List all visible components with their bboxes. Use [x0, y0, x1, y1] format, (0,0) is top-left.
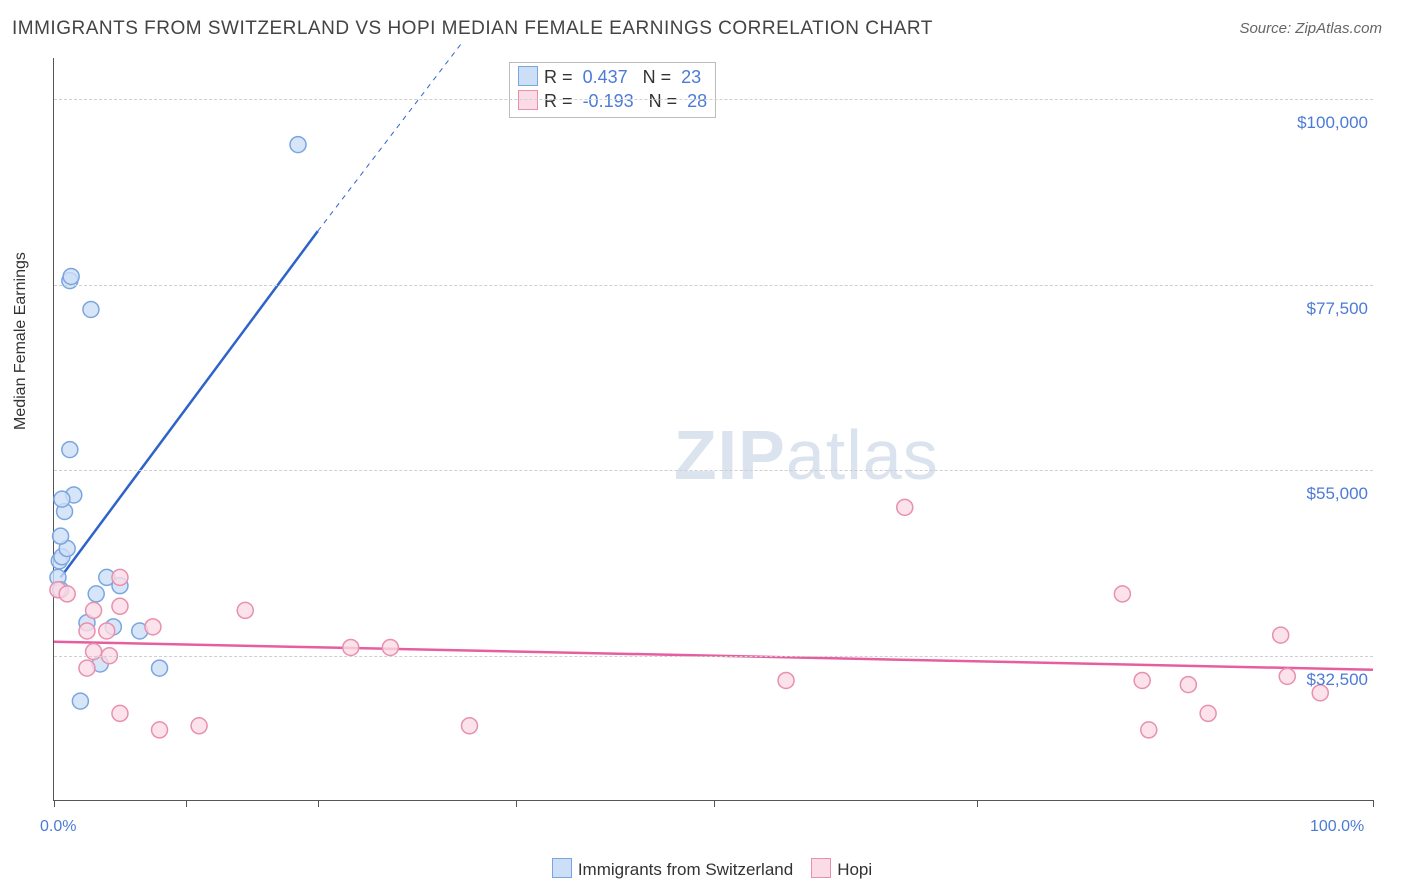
- x-tick: [318, 800, 319, 807]
- data-point: [152, 722, 168, 738]
- data-point: [79, 660, 95, 676]
- data-point: [191, 718, 207, 734]
- gridline: [54, 99, 1373, 100]
- legend-label: Immigrants from Switzerland: [578, 860, 793, 879]
- data-point: [1114, 586, 1130, 602]
- data-point: [79, 623, 95, 639]
- y-tick-label: $55,000: [1283, 484, 1368, 504]
- data-point: [237, 602, 253, 618]
- gridline: [54, 285, 1373, 286]
- x-axis-max-label: 100.0%: [1310, 818, 1364, 836]
- data-point: [86, 602, 102, 618]
- switzerland-trend-line: [61, 231, 318, 577]
- gridline: [54, 656, 1373, 657]
- data-point: [290, 137, 306, 153]
- data-point: [461, 718, 477, 734]
- data-point: [54, 491, 70, 507]
- data-point: [112, 705, 128, 721]
- legend-swatch: [518, 66, 538, 86]
- data-point: [1200, 705, 1216, 721]
- x-tick: [714, 800, 715, 807]
- x-tick: [186, 800, 187, 807]
- data-point: [343, 639, 359, 655]
- legend-label: Hopi: [837, 860, 872, 879]
- data-point: [99, 623, 115, 639]
- data-point: [112, 598, 128, 614]
- r-value: 0.437: [583, 67, 628, 87]
- x-tick: [1373, 800, 1374, 807]
- correlation-legend: R = 0.437 N = 23R = -0.193 N = 28: [509, 62, 716, 118]
- source-attribution: Source: ZipAtlas.com: [1239, 20, 1382, 37]
- switzerland-trend-extrapolation: [318, 42, 463, 232]
- y-axis-label: Median Female Earnings: [12, 252, 30, 430]
- data-point: [145, 619, 161, 635]
- legend-swatch: [811, 858, 831, 878]
- n-value: 28: [687, 91, 707, 111]
- correlation-legend-row: R = 0.437 N = 23: [518, 65, 707, 89]
- data-point: [778, 672, 794, 688]
- data-point: [63, 268, 79, 284]
- data-point: [1141, 722, 1157, 738]
- data-point: [59, 586, 75, 602]
- x-tick: [516, 800, 517, 807]
- chart-svg: [54, 58, 1373, 800]
- data-point: [152, 660, 168, 676]
- y-tick-label: $100,000: [1283, 113, 1368, 133]
- data-point: [62, 442, 78, 458]
- data-point: [83, 301, 99, 317]
- series-legend: Immigrants from Switzerland Hopi: [0, 858, 1406, 880]
- data-point: [112, 569, 128, 585]
- chart-title: IMMIGRANTS FROM SWITZERLAND VS HOPI MEDI…: [12, 18, 933, 40]
- data-point: [1273, 627, 1289, 643]
- gridline: [54, 470, 1373, 471]
- y-tick-label: $77,500: [1283, 299, 1368, 319]
- r-value: -0.193: [583, 91, 634, 111]
- data-point: [1180, 677, 1196, 693]
- x-tick: [977, 800, 978, 807]
- y-tick-label: $32,500: [1283, 670, 1368, 690]
- data-point: [53, 528, 69, 544]
- legend-swatch: [552, 858, 572, 878]
- chart-plot-area: ZIPatlas R = 0.437 N = 23R = -0.193 N = …: [53, 58, 1373, 801]
- data-point: [72, 693, 88, 709]
- n-value: 23: [681, 67, 701, 87]
- data-point: [88, 586, 104, 602]
- data-point: [897, 499, 913, 515]
- x-tick: [54, 800, 55, 807]
- x-axis-min-label: 0.0%: [40, 818, 76, 836]
- data-point: [382, 639, 398, 655]
- correlation-legend-row: R = -0.193 N = 28: [518, 89, 707, 113]
- data-point: [86, 644, 102, 660]
- data-point: [1134, 672, 1150, 688]
